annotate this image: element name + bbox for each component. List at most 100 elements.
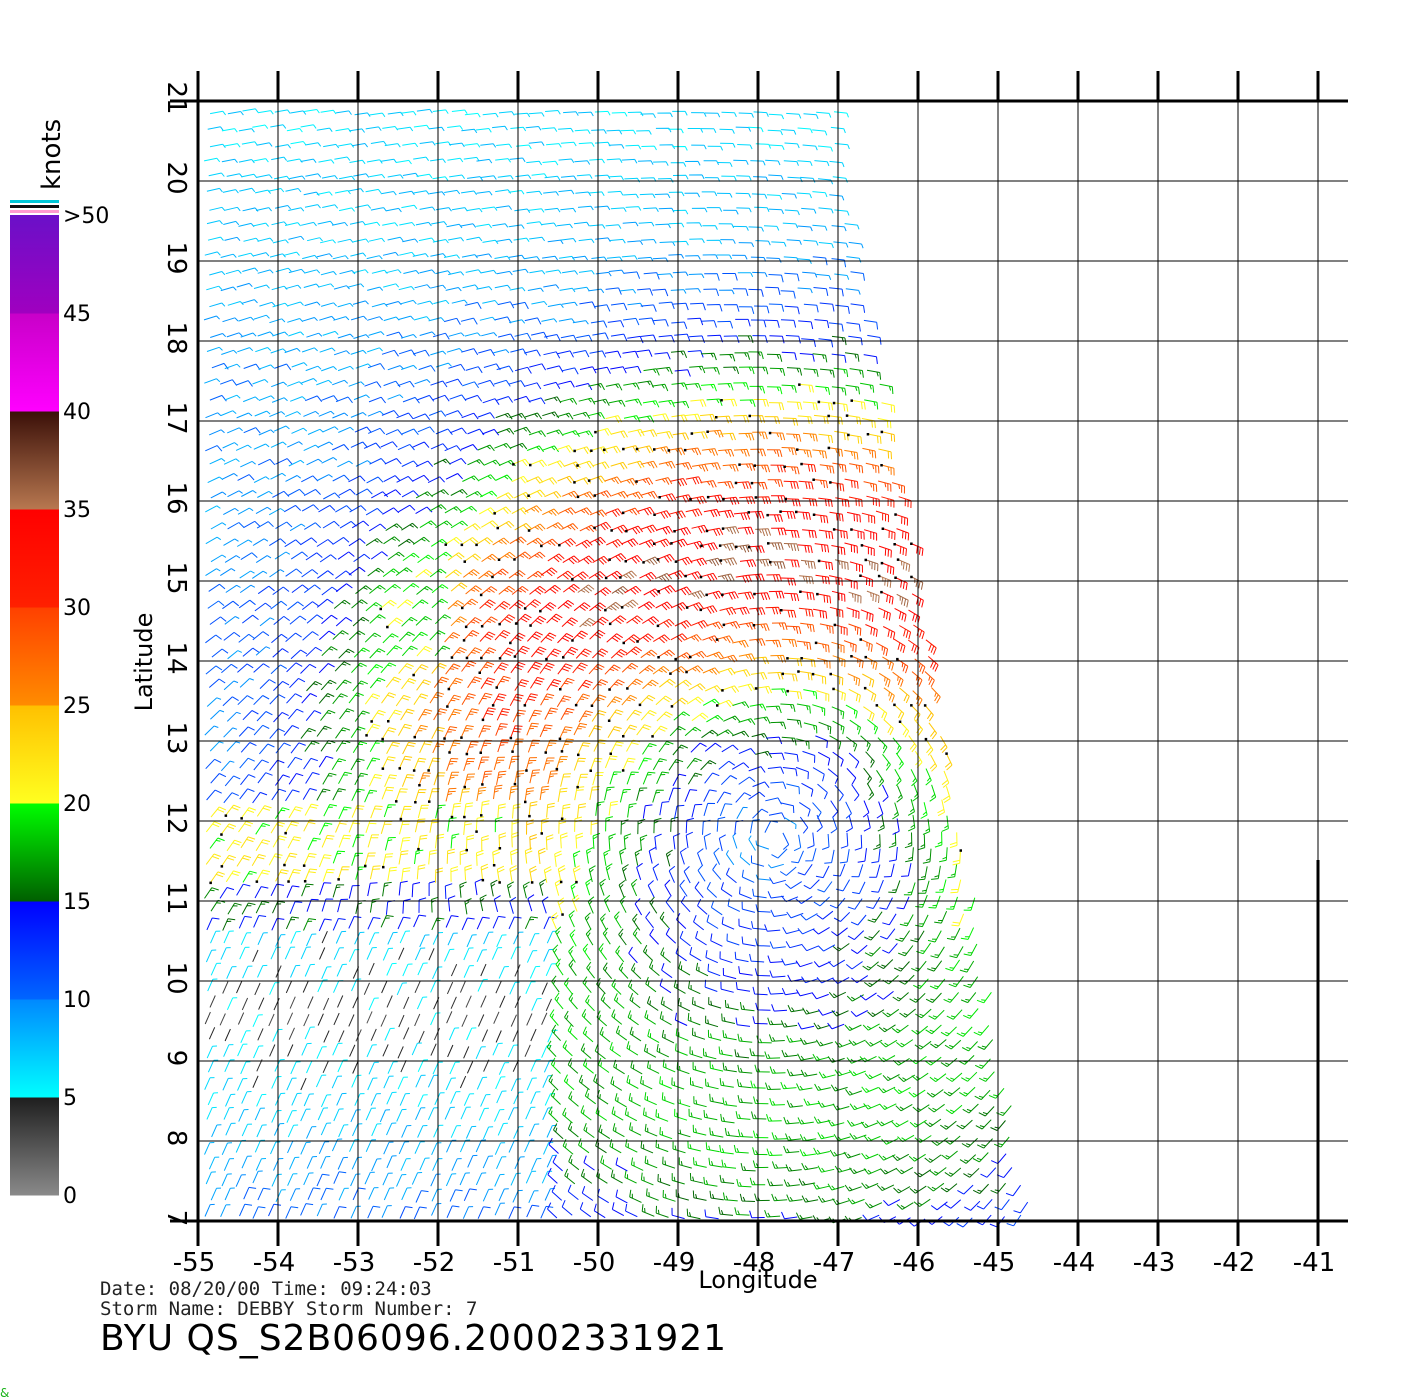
wind-barb bbox=[237, 507, 254, 515]
wind-barb bbox=[766, 449, 783, 458]
wind-barb bbox=[844, 542, 858, 554]
wind-barb bbox=[946, 1009, 963, 1020]
wind-barb bbox=[369, 614, 386, 624]
wind-barb bbox=[914, 1169, 932, 1178]
wind-barb bbox=[451, 207, 468, 212]
wind-barb bbox=[446, 1139, 457, 1153]
wind-barb bbox=[813, 287, 829, 296]
wind-barb bbox=[850, 944, 868, 955]
wind-barb bbox=[620, 129, 637, 135]
wind-barb bbox=[557, 633, 574, 644]
wind-barb bbox=[398, 947, 405, 960]
wind-barb bbox=[252, 1014, 263, 1028]
wind-barb bbox=[722, 526, 740, 535]
wind-barb bbox=[710, 933, 723, 947]
wind-barb bbox=[764, 820, 778, 833]
wind-barb bbox=[862, 673, 875, 688]
wind-barb bbox=[928, 722, 938, 740]
wind-barb bbox=[273, 425, 290, 432]
wind-barb bbox=[708, 997, 722, 1009]
wind-barb bbox=[784, 142, 800, 149]
wind-barb bbox=[892, 802, 899, 820]
wind-barb bbox=[647, 880, 655, 898]
wind-barb bbox=[304, 269, 321, 274]
wind-barb bbox=[706, 914, 719, 929]
wind-barb bbox=[694, 881, 704, 899]
wind-barb bbox=[431, 726, 445, 740]
wind-barb bbox=[582, 1058, 594, 1074]
wind-barb bbox=[367, 1077, 378, 1091]
wind-barb bbox=[656, 771, 670, 785]
wind-barb bbox=[615, 945, 625, 963]
wind-barb bbox=[480, 175, 497, 180]
wind-barb bbox=[285, 475, 301, 482]
wind-barb bbox=[257, 331, 274, 337]
wind-barb bbox=[623, 382, 640, 390]
wind-barb bbox=[268, 188, 285, 193]
wind-barb bbox=[511, 585, 529, 595]
wind-barb bbox=[732, 288, 749, 297]
colorbar-tick-label: 0 bbox=[63, 1184, 77, 1209]
wind-barb bbox=[654, 833, 662, 850]
wind-barb bbox=[240, 774, 256, 786]
wind-barb bbox=[235, 444, 252, 451]
wind-barb bbox=[551, 1024, 561, 1042]
wind-barb bbox=[349, 505, 367, 513]
wind-barb bbox=[877, 480, 892, 492]
wind-barb bbox=[355, 585, 372, 595]
wind-barb bbox=[221, 663, 238, 674]
wind-barb bbox=[459, 788, 470, 803]
wind-barb bbox=[640, 304, 657, 312]
rain-flag-marker bbox=[255, 880, 259, 883]
wind-barb bbox=[882, 943, 898, 954]
wind-barb bbox=[816, 111, 832, 118]
wind-barb bbox=[581, 1008, 592, 1025]
wind-barb bbox=[446, 348, 463, 353]
wind-barb bbox=[781, 129, 797, 135]
wind-barb bbox=[604, 476, 622, 485]
wind-barb bbox=[673, 711, 690, 721]
wind-barb bbox=[319, 947, 326, 960]
wind-barb bbox=[531, 646, 547, 658]
wind-barb bbox=[354, 931, 365, 945]
wind-barb bbox=[795, 766, 809, 780]
rain-flag-marker bbox=[463, 785, 466, 789]
wind-barb bbox=[815, 574, 830, 585]
wind-barb bbox=[927, 1103, 945, 1113]
wind-barb bbox=[286, 1012, 294, 1025]
rain-flag-marker bbox=[721, 593, 724, 596]
wind-barb bbox=[611, 112, 628, 117]
rain-flag-marker bbox=[464, 625, 468, 629]
wind-barb bbox=[350, 1109, 361, 1123]
wind-barb bbox=[896, 528, 910, 541]
wind-barb bbox=[734, 951, 749, 963]
wind-barb bbox=[447, 1044, 454, 1058]
wind-barb bbox=[622, 221, 639, 227]
wind-barb bbox=[459, 505, 478, 514]
wind-barb bbox=[403, 996, 410, 1010]
wind-barb bbox=[572, 850, 581, 867]
wind-barb bbox=[429, 630, 446, 641]
wind-barb bbox=[444, 189, 461, 195]
wind-barb bbox=[543, 866, 552, 883]
wind-barb bbox=[739, 886, 752, 900]
wind-barb bbox=[674, 333, 691, 342]
wind-barb bbox=[641, 145, 657, 151]
wind-barb bbox=[972, 1183, 989, 1195]
wind-barb bbox=[271, 156, 287, 161]
wind-barb bbox=[924, 671, 935, 688]
wind-barb bbox=[510, 348, 528, 356]
wind-barb bbox=[786, 783, 800, 795]
rain-flag-marker bbox=[638, 703, 642, 707]
wind-barb bbox=[210, 962, 222, 976]
wind-barb bbox=[383, 536, 401, 545]
wind-barb bbox=[481, 520, 499, 528]
wind-barb bbox=[415, 1074, 426, 1088]
wind-barb bbox=[719, 353, 736, 362]
wind-barb bbox=[306, 1126, 317, 1139]
wind-barb bbox=[386, 1122, 397, 1136]
wind-barb bbox=[876, 1119, 894, 1127]
wind-barb bbox=[640, 239, 657, 244]
wind-barb bbox=[350, 1205, 361, 1219]
wind-barb bbox=[481, 616, 498, 627]
